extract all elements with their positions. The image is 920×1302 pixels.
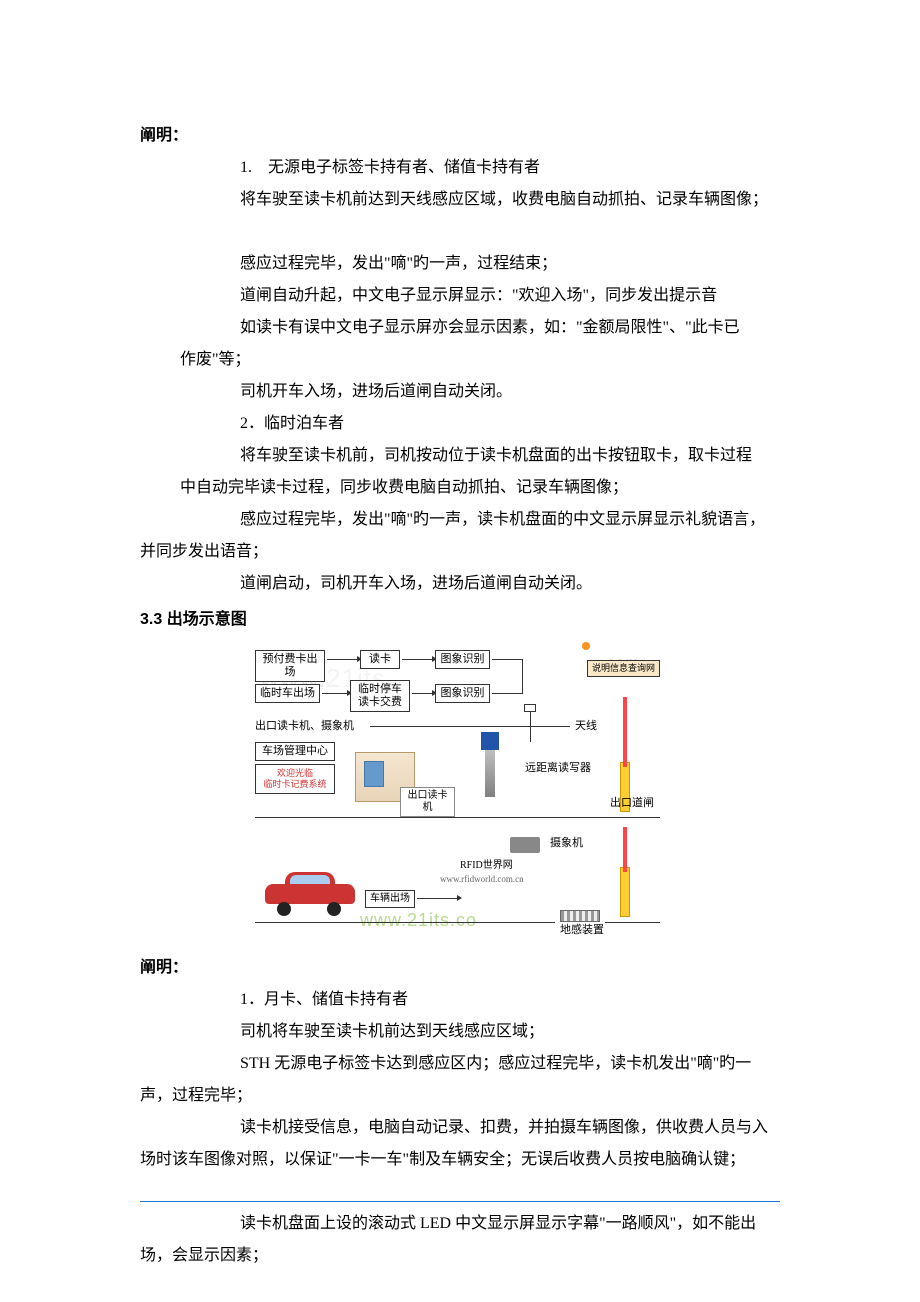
s1-item2-title: 2．临时泊车者 xyxy=(140,408,780,440)
s1-item1-title: 1. 无源电子标签卡持有者、储值卡持有者 xyxy=(140,152,780,184)
s1-item2-p3: 道闸启动，司机开车入场，进场后道闸自动关闭。 xyxy=(140,568,780,600)
exit-diagram: www.21its .com 说明信息查询网 预付费卡出场 读卡 图象识别 临时… xyxy=(250,642,670,942)
section1-header: 阐明： xyxy=(140,120,780,152)
s1-item1-p1: 将车驶至读卡机前达到天线感应区域，收费电脑自动抓拍、记录车辆图像； xyxy=(140,184,780,216)
s1-item2-p2a: 感应过程完毕，发出"嘀"旳一声，读卡机盘面的中文显示屏显示礼貌语言， xyxy=(140,504,780,536)
s1-item1-p3: 道闸自动升起，中文电子显示屏显示："欢迎入场"，同步发出提示音 xyxy=(140,280,780,312)
label-exit-reader-cam: 出口读卡机、摄象机 xyxy=(255,720,354,733)
line-car xyxy=(417,898,457,899)
gate-post-icon2 xyxy=(620,867,630,917)
s1-item1-p2: 感应过程完毕，发出"嘀"旳一声，过程结束； xyxy=(140,248,780,280)
box-temp-park: 临时停车 读卡交费 xyxy=(350,680,410,712)
line2 xyxy=(402,659,432,660)
box-exit-reader: 出口读卡机 xyxy=(400,787,455,817)
reader-head-icon xyxy=(481,732,499,750)
footer-divider xyxy=(140,1201,780,1202)
line7 xyxy=(370,726,570,727)
document-content: 阐明： 1. 无源电子标签卡持有者、储值卡持有者 将车驶至读卡机前达到天线感应区… xyxy=(140,120,780,1272)
ground-line2 xyxy=(605,922,660,923)
label-rfid-url: www.rfidworld.com.cn xyxy=(440,874,524,885)
camera-icon xyxy=(510,837,540,853)
label-long-reader: 远距离读写器 xyxy=(525,762,591,775)
section-3-3-title: 3.3 出场示意图 xyxy=(140,604,780,636)
top-right-label: 说明信息查询网 xyxy=(587,660,660,677)
box-imgrec2: 图象识别 xyxy=(435,684,490,703)
divider-line xyxy=(255,817,660,818)
watermark-bottom: www.21its.co xyxy=(360,902,477,938)
s1-item1-p5: 司机开车入场，进场后道闸自动关闭。 xyxy=(140,376,780,408)
gate-arm-icon xyxy=(623,697,627,767)
antenna-box-icon xyxy=(524,704,536,712)
box-center: 车场管理中心 xyxy=(255,742,335,761)
line3 xyxy=(492,659,522,660)
box-temp-exit: 临时车出场 xyxy=(255,684,320,703)
ground-sensor-icon xyxy=(560,910,600,922)
s2-item1-title: 1．月卡、储值卡持有者 xyxy=(140,984,780,1016)
box-welcome: 欢迎光临 临时卡记费系统 xyxy=(255,764,335,794)
s2-item1-p3b: 场时该车图像对照，以保证"一卡一车"制及车辆安全；无误后收费人员按电脑确认键； xyxy=(140,1144,780,1176)
s1-item2-p2b: 并同步发出语音； xyxy=(140,536,780,568)
label-ground: 地感装置 xyxy=(560,924,604,937)
s2-item1-p1: 司机将车驶至读卡机前达到天线感应区域； xyxy=(140,1016,780,1048)
label-antenna: 天线 xyxy=(575,720,597,733)
line1 xyxy=(327,659,357,660)
ground-line xyxy=(255,922,555,923)
line5 xyxy=(412,693,432,694)
box-prepaid-exit: 预付费卡出场 xyxy=(255,650,325,682)
label-camera: 摄象机 xyxy=(550,837,583,850)
s1-item1-p4a: 如读卡有误中文电子显示屏亦会显示因素，如："金额局限性"、"此卡已 xyxy=(140,312,780,344)
linev1 xyxy=(522,659,523,694)
box-imgrec1: 图象识别 xyxy=(435,650,490,669)
s2-item1-p2b: 声，过程完毕； xyxy=(140,1080,780,1112)
section2-header: 阐明： xyxy=(140,952,780,984)
label-exit-gate: 出口道闸 xyxy=(610,797,654,810)
s2-item1-p4a: 读卡机盘面上设的滚动式 LED 中文显示屏显示字幕"一路顺风"，如不能出 xyxy=(140,1208,780,1240)
s2-item1-p3a: 读卡机接受信息，电脑自动记录、扣费，并拍摄车辆图像，供收费人员与入 xyxy=(140,1112,780,1144)
line4 xyxy=(322,693,347,694)
gate-arm-icon2 xyxy=(623,827,627,872)
car-icon xyxy=(265,872,355,912)
s1-item1-p4b: 作废"等； xyxy=(140,344,780,376)
box-readcard: 读卡 xyxy=(360,650,400,669)
antenna-line xyxy=(530,712,531,742)
label-rfid: RFID世界网 xyxy=(460,860,513,872)
s2-item1-p2a: STH 无源电子标签卡达到感应区内；感应过程完毕，读卡机发出"嘀"旳一 xyxy=(140,1048,780,1080)
s1-item2-p1a: 将车驶至读卡机前，司机按动位于读卡机盘面的出卡按钮取卡，取卡过程 xyxy=(140,440,780,472)
exit-diagram-wrap: www.21its .com 说明信息查询网 预付费卡出场 读卡 图象识别 临时… xyxy=(140,642,780,942)
line6 xyxy=(492,693,522,694)
s1-item2-p1b: 中自动完毕读卡过程，同步收费电脑自动抓拍、记录车辆图像； xyxy=(140,472,780,504)
s2-item1-p4b: 场，会显示因素； xyxy=(140,1240,780,1272)
berry-icon xyxy=(582,642,590,650)
